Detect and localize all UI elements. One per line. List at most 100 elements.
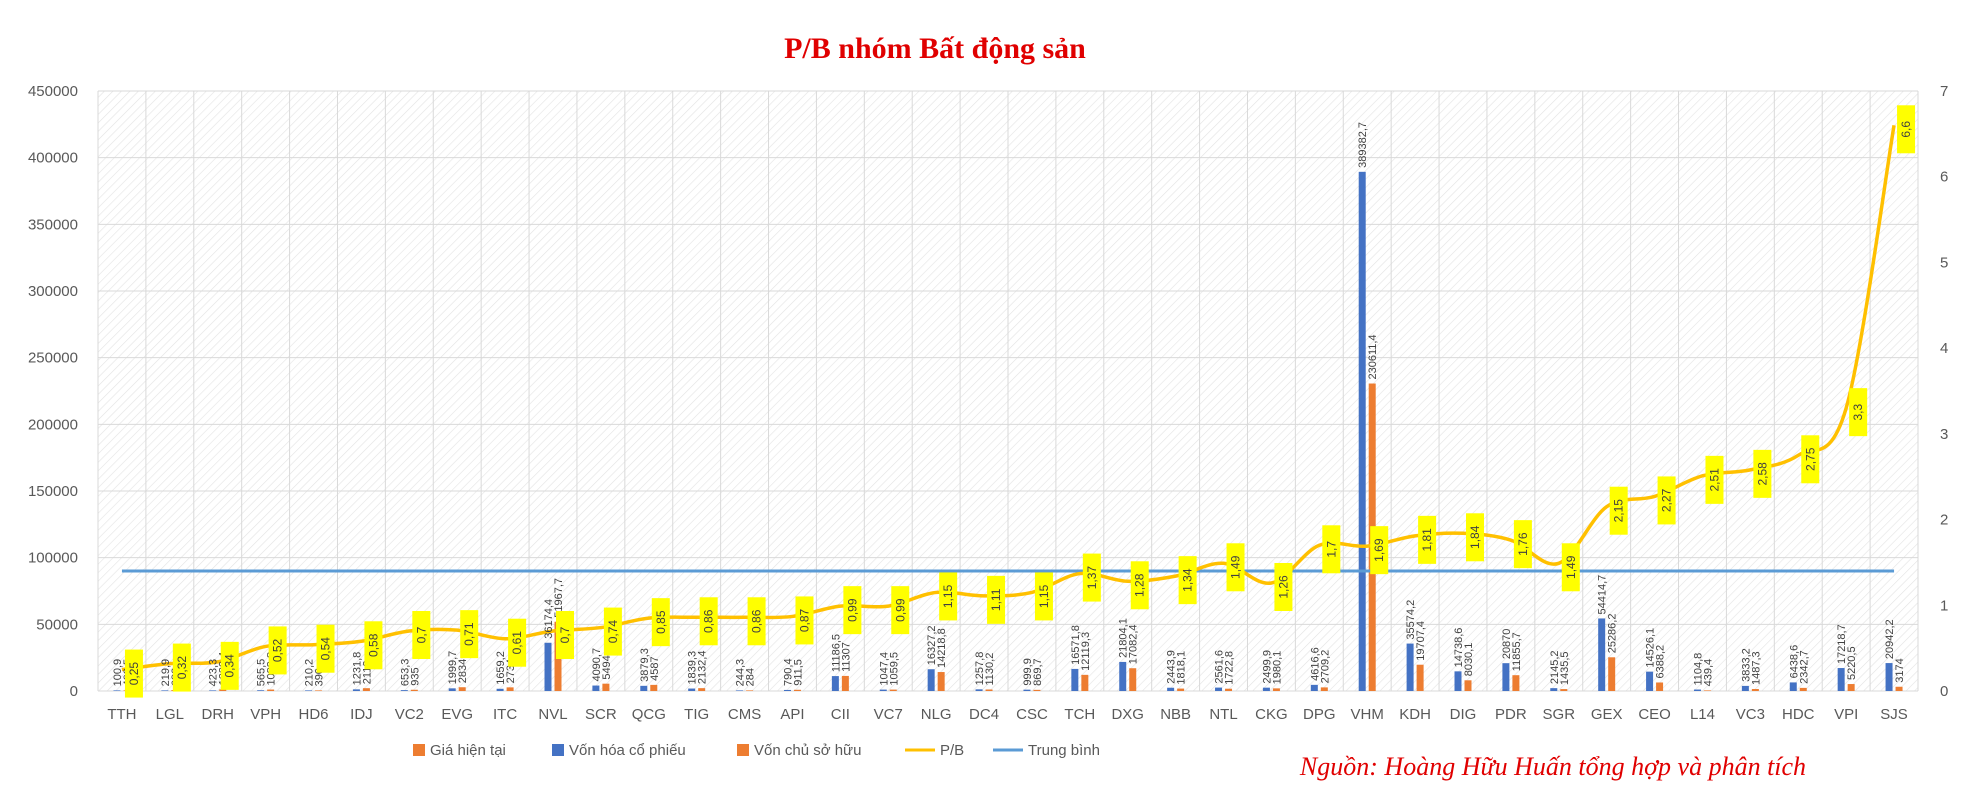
pb-label-box [891,586,910,635]
y-tick-label: 100000 [28,550,78,567]
pb-label-box [412,611,431,659]
legend-swatch [413,744,425,756]
x-tick-label: DXG [1111,706,1144,723]
pb-label: 1,26 [1276,575,1290,599]
bar-label-von-chu-so-huu: 284 [745,668,757,686]
pb-label-box [699,597,718,646]
x-tick-label: ITC [493,706,517,723]
x-tick-label: VC3 [1736,706,1765,723]
pb-label: 1,34 [1181,568,1195,592]
bar-von-hoa [448,688,456,691]
bar-von-chu-so-huu [1560,689,1568,691]
bar-von-chu-so-huu [841,675,849,691]
bar-von-chu-so-huu [1512,675,1520,691]
bar-label-von-chu-so-huu: 8030,1 [1463,643,1475,677]
bar-von-hoa [1406,643,1414,691]
pb-label: 1,15 [941,584,955,608]
bar-von-hoa [1262,687,1270,691]
bar-label-von-chu-so-huu: 11855,7 [1511,632,1523,671]
pb-label: 2,75 [1803,447,1817,471]
pb-label: 6,6 [1899,121,1913,138]
pb-label: 0,99 [893,598,907,622]
bar-label-von-hoa: 35574,2 [1405,600,1417,640]
x-tick-label: SGR [1543,706,1576,723]
bar-von-hoa [1023,689,1031,691]
x-tick-label: TTH [107,706,136,723]
bar-label-von-chu-so-huu: 17082,4 [1128,624,1140,664]
bar-label-von-chu-so-huu: 19707,4 [1415,621,1427,661]
bar-label-von-chu-so-huu: 1980,1 [1271,651,1283,685]
bar-label-von-hoa: 1999,7 [447,651,459,685]
bar-label-von-hoa: 219,9 [160,659,172,687]
bar-label-von-hoa: 20942,2 [1884,619,1896,659]
bar-von-hoa [1167,687,1175,691]
pb-label-box [1034,572,1053,621]
bar-label-von-hoa: 244,3 [735,659,747,687]
bar-von-hoa [1885,663,1893,691]
bar-label-von-hoa: 565,5 [256,659,268,687]
pb-label: 0,54 [319,637,333,661]
x-tick-label: TIG [684,706,709,723]
pb-label-box [556,611,574,659]
bar-label-von-hoa: 1659,2 [495,651,507,685]
pb-label: 1,69 [1372,538,1386,562]
y-tick-label: 50000 [36,616,78,633]
pb-label-box [460,610,479,659]
bar-von-chu-so-huu [1799,687,1807,691]
bar-von-hoa [783,689,791,691]
x-tick-label: CKG [1255,706,1288,723]
x-tick-label: GEX [1591,706,1623,723]
bar-label-von-hoa: 20870 [1501,629,1513,660]
bar-von-chu-so-huu [1416,664,1424,691]
bar-label-von-chu-so-huu: 230611,4 [1367,334,1379,379]
bar-von-chu-so-huu [746,690,754,691]
bar-von-chu-so-huu [650,684,658,691]
x-axis: TTH LGL DRH VPH HD6 IDJ VC2 EVG ITC NVL SCR QCG TIG C… [107,706,1907,723]
bar-von-hoa [1550,688,1558,691]
pb-label: 1,84 [1468,525,1482,549]
bar-label-von-hoa: 17218,7 [1836,624,1848,664]
x-tick-label: HDC [1782,706,1815,723]
x-tick-label: HD6 [299,706,329,723]
bar-label-von-chu-so-huu: 2342,7 [1798,650,1810,684]
pb-label-box [1370,526,1389,575]
x-tick-label: SCR [585,706,617,723]
bar-label-von-hoa: 36174,4 [543,599,555,639]
bar-von-chu-so-huu [1320,687,1328,691]
pb-label-box [1466,513,1484,562]
bar-label-von-chu-so-huu: 911,5 [792,659,804,686]
pb-label: 1,49 [1229,555,1243,579]
pb-label-box [1178,556,1197,605]
pb-label: 0,61 [510,631,524,655]
bar-label-von-hoa: 4090,7 [591,648,603,682]
x-tick-label: DRH [201,706,234,723]
bar-label-von-hoa: 1839,3 [687,651,699,685]
bar-label-von-chu-so-huu: 5220,5 [1846,646,1858,680]
pb-label: 2,15 [1612,499,1626,523]
bar-von-chu-so-huu [1225,688,1233,691]
x-tick-label: VPH [250,706,281,723]
bar-label-von-hoa: 1231,8 [351,652,363,686]
bar-label-von-hoa: 1104,8 [1692,653,1704,686]
bar-von-hoa [688,688,696,691]
bar-label-von-chu-so-huu: 2834 [457,659,469,683]
bar-label-von-chu-so-huu: 2132,4 [697,651,709,685]
bar-label-von-hoa: 2443,9 [1166,650,1178,684]
y-tick-label: 350000 [28,216,78,233]
bar-von-hoa [975,689,983,691]
bar-von-hoa [879,689,887,691]
bar-von-hoa [927,669,935,691]
bar-von-hoa [1693,689,1701,691]
bar-von-hoa [1502,663,1510,691]
y2-tick-label: 1 [1940,597,1948,614]
y-tick-label: 300000 [28,283,78,300]
bar-von-hoa [1071,668,1079,691]
y-tick-label: 200000 [28,416,78,433]
bar-von-chu-so-huu [219,689,227,691]
bar-label-von-hoa: 389382,7 [1357,122,1369,168]
pb-label: 0,25 [127,662,141,686]
x-tick-label: CII [831,706,850,723]
bar-von-chu-so-huu [1464,680,1472,691]
x-tick-label: VC2 [395,706,424,723]
